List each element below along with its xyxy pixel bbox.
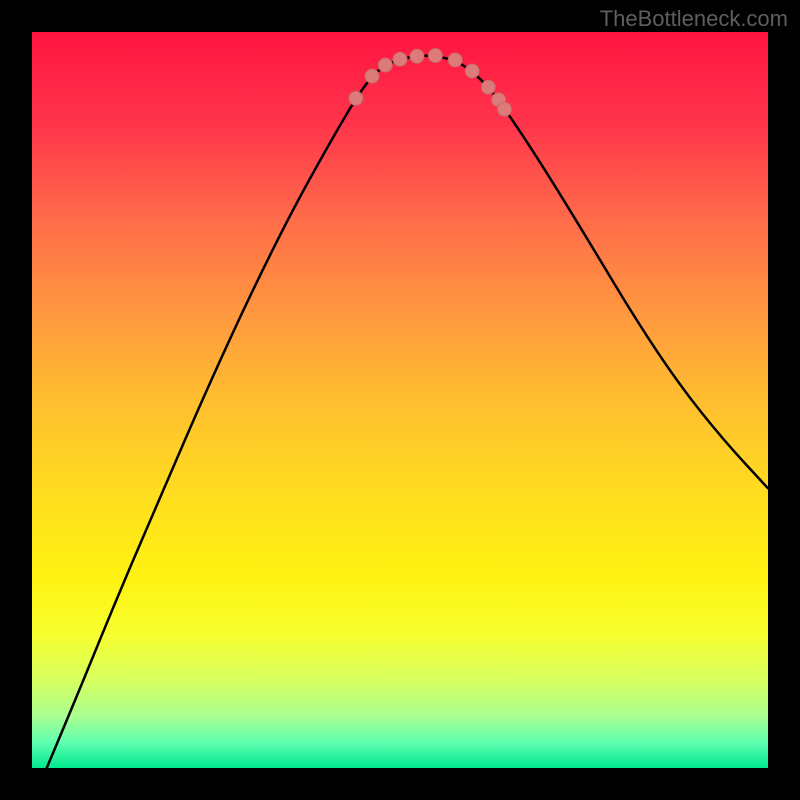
marker-point: [378, 58, 392, 72]
marker-point: [410, 49, 424, 63]
watermark-text: TheBottleneck.com: [600, 6, 788, 32]
marker-point: [465, 64, 479, 78]
curve-path: [47, 56, 768, 768]
chart-frame: TheBottleneck.com: [0, 0, 800, 800]
marker-point: [481, 80, 495, 94]
bottleneck-curve: [32, 32, 768, 768]
marker-point: [498, 102, 512, 116]
marker-point: [448, 53, 462, 67]
marker-point: [365, 69, 379, 83]
plot-area: [32, 32, 768, 768]
marker-point: [393, 52, 407, 66]
marker-point: [349, 91, 363, 105]
marker-point: [428, 49, 442, 63]
curve-markers: [349, 49, 512, 117]
